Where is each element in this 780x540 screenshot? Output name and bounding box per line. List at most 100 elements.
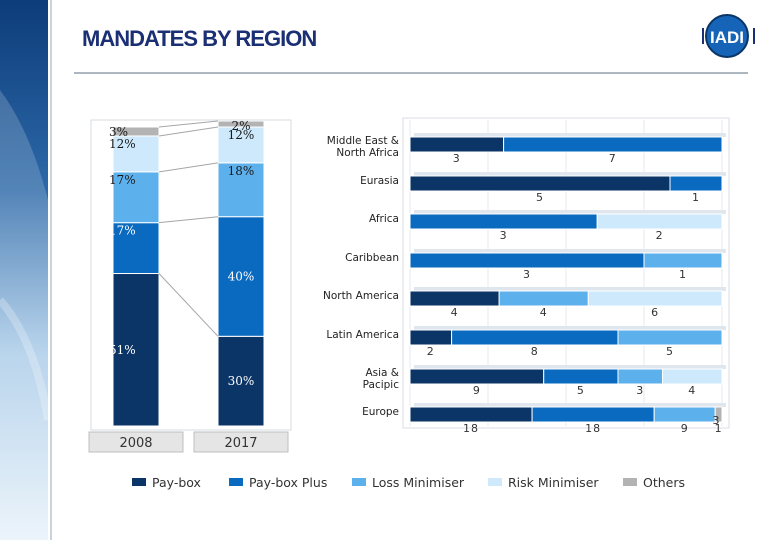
legend: Pay-box Pay-box Plus Loss Minimiser Risk Mi… — [132, 475, 685, 490]
legend-swatch-4 — [623, 478, 637, 486]
series-connector-1 — [158, 216, 219, 224]
page-title: MANDATES BY REGION — [82, 26, 317, 51]
legend-label-4: Others — [643, 475, 685, 490]
percent-label-2008-1: 17% — [109, 224, 136, 238]
value-label-3-1: 3 — [523, 268, 531, 281]
value-label-6-1: 5 — [577, 384, 585, 397]
legend-swatch-0 — [132, 478, 146, 486]
bar-depth-7 — [414, 403, 726, 407]
bar-segment-2008-pay-box-plus — [112, 222, 160, 275]
region-bar-2-pay-box-plus — [409, 213, 598, 230]
legend-label-3: Risk Minimiser — [508, 475, 599, 490]
percent-label-2017-0: 30% — [228, 374, 255, 388]
region-bar-0-pay-box — [409, 136, 505, 153]
region-bar-5-pay-box — [409, 329, 453, 346]
percent-label-2008-2: 17% — [109, 173, 136, 187]
value-label-6-2: 3 — [636, 384, 644, 397]
region-bar-4-loss-minimiser — [498, 290, 589, 307]
bar-depth-0 — [414, 133, 726, 137]
iadi-logo: IADI — [702, 14, 755, 58]
region-label-4: North America — [323, 290, 399, 302]
region-label-3: Caribbean — [345, 252, 399, 264]
bar-segment-2017-loss-minimiser — [217, 162, 265, 218]
bar-segment-2017-risk-minimiser — [217, 126, 265, 164]
category-label-2008: 2008 — [119, 436, 152, 451]
region-label-0: Middle East & North Africa — [327, 135, 399, 159]
region-label-5: Latin America — [326, 329, 399, 341]
legend-label-0: Pay-box — [152, 475, 201, 490]
region-bar-2-risk-minimiser — [596, 213, 723, 230]
region-bar-4-risk-minimiser — [587, 290, 723, 307]
bar-segment-2017-pay-box-plus — [217, 216, 265, 337]
value-label-7-4: 1 — [715, 422, 723, 435]
series-connector-4 — [158, 120, 219, 128]
legend-swatch-2 — [352, 478, 366, 486]
percent-label-2008-3: 12% — [109, 137, 136, 151]
region-bar-4-pay-box — [409, 290, 500, 307]
value-label-5-1: 8 — [531, 345, 539, 358]
region-bar-3-loss-minimiser — [643, 252, 723, 269]
percent-label-2017-4: 2% — [231, 119, 250, 133]
side-decoration — [0, 0, 52, 540]
region-bar-7-loss-minimiser — [653, 406, 716, 423]
bar-depth-1 — [414, 172, 726, 176]
bar-segment-2008-risk-minimiser — [112, 135, 160, 173]
value-label-2-1: 3 — [500, 229, 508, 242]
percent-label-2017-3: 12% — [228, 128, 255, 142]
value-label-5-0: 2 — [427, 345, 435, 358]
region-bar-5-loss-minimiser — [617, 329, 723, 346]
value-label-0-1: 7 — [609, 152, 617, 165]
region-bar-0-pay-box-plus — [503, 136, 723, 153]
title-divider — [74, 72, 748, 74]
region-bar-6-pay-box-plus — [543, 368, 619, 385]
bar-segment-2008-loss-minimiser — [112, 171, 160, 224]
region-bar-6-pay-box — [409, 368, 545, 385]
extra-value-label: 3 — [713, 414, 720, 427]
value-label-7-1: 18 — [585, 422, 601, 435]
region-label-6: Asia & Pacipic — [363, 367, 400, 391]
bar-segment-2008-others — [112, 126, 160, 137]
bar-depth-3 — [414, 249, 726, 253]
value-label-4-0: 4 — [451, 306, 459, 319]
value-label-7-0: 18 — [463, 422, 479, 435]
legend-swatch-1 — [229, 478, 243, 486]
legend-label-2: Loss Minimiser — [372, 475, 465, 490]
region-bar-5-pay-box-plus — [451, 329, 619, 346]
bar-depth-6 — [414, 365, 726, 369]
legend-label-1: Pay-box Plus — [249, 475, 327, 490]
value-label-6-3: 4 — [688, 384, 696, 397]
value-label-3-2: 1 — [679, 268, 687, 281]
region-label-1: Eurasia — [360, 175, 399, 187]
value-label-1-0: 5 — [536, 191, 544, 204]
value-label-4-2: 4 — [540, 306, 548, 319]
region-bar-7-others — [714, 406, 723, 423]
region-bar-6-loss-minimiser — [617, 368, 664, 385]
value-label-1-1: 1 — [692, 191, 700, 204]
region-bar-7-pay-box — [409, 406, 533, 423]
series-connector-0 — [158, 273, 219, 337]
category-box-2008 — [88, 431, 184, 453]
series-connector-3 — [158, 126, 219, 137]
series-connector-2 — [158, 162, 219, 173]
percent-label-2008-4: 3% — [109, 125, 128, 139]
region-bar-1-pay-box — [409, 175, 671, 192]
value-label-6-0: 9 — [473, 384, 481, 397]
value-label-4-3: 6 — [651, 306, 659, 319]
region-bar-6-risk-minimiser — [662, 368, 723, 385]
percent-label-2017-1: 40% — [228, 270, 255, 284]
region-bar-chart: Middle East & North Africa 3 7 Eurasia 5 1 Afri… — [323, 117, 730, 435]
logo-text: IADI — [710, 28, 744, 47]
region-bar-7-pay-box-plus — [531, 406, 655, 423]
value-label-2-3: 2 — [656, 229, 664, 242]
value-label-0-0: 3 — [453, 152, 461, 165]
value-label-7-2: 9 — [681, 422, 689, 435]
bar-depth-4 — [414, 287, 726, 291]
region-label-7: Europe — [362, 406, 399, 418]
category-box-2017 — [193, 431, 289, 453]
percent-label-2008-0: 51% — [109, 343, 136, 357]
legend-swatch-3 — [488, 478, 502, 486]
bar-depth-2 — [414, 210, 726, 214]
region-bar-3-pay-box-plus — [409, 252, 645, 269]
